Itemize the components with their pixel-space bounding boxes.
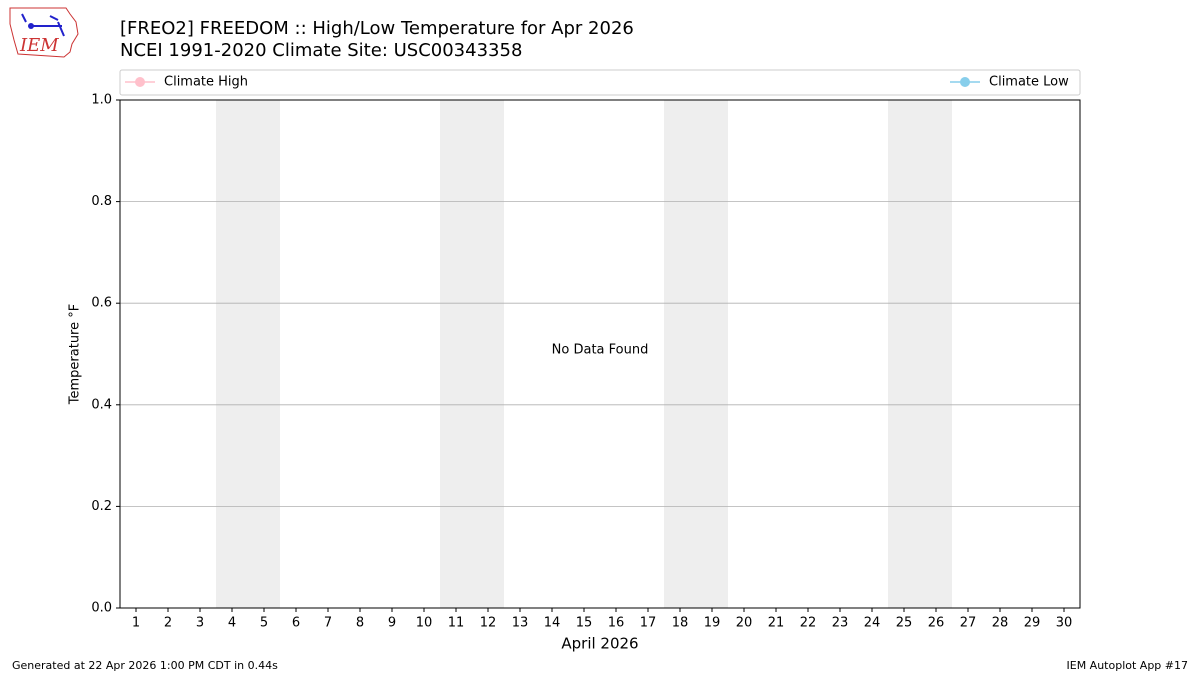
x-tick-label: 16 xyxy=(608,616,625,631)
y-axis-label: Temperature °F xyxy=(68,304,83,405)
x-tick-label: 9 xyxy=(388,616,396,631)
y-tick-label: 0.2 xyxy=(91,499,112,514)
plot-frame xyxy=(119,99,1081,609)
weekend-band xyxy=(440,100,504,608)
footer-right: IEM Autoplot App #17 xyxy=(1067,659,1189,672)
x-tick-label: 23 xyxy=(832,616,849,631)
x-tick-label: 6 xyxy=(292,616,300,631)
logo-text: IEM xyxy=(19,35,59,56)
plot-area xyxy=(120,99,1080,609)
x-tick-label: 10 xyxy=(416,616,433,631)
x-tick-label: 12 xyxy=(480,616,497,631)
x-tick-label: 21 xyxy=(768,616,785,631)
x-tick-label: 26 xyxy=(928,616,945,631)
legend-label: Climate High xyxy=(164,75,248,90)
x-tick-label: 7 xyxy=(324,616,332,631)
x-tick-label: 4 xyxy=(228,616,236,631)
legend-marker xyxy=(135,77,145,87)
x-tick-label: 2 xyxy=(164,616,172,631)
y-tick-label: 1.0 xyxy=(91,93,112,108)
logo-dot xyxy=(28,23,34,29)
x-tick-label: 27 xyxy=(960,616,977,631)
x-axis-label: April 2026 xyxy=(561,635,638,653)
legend-label: Climate Low xyxy=(989,75,1069,90)
chart-title: [FREO2] FREEDOM :: High/Low Temperature … xyxy=(120,18,634,39)
x-tick-label: 11 xyxy=(448,616,465,631)
weekend-band xyxy=(664,100,728,608)
x-tick-label: 5 xyxy=(260,616,268,631)
footer-left: Generated at 22 Apr 2026 1:00 PM CDT in … xyxy=(12,659,278,672)
x-tick-label: 25 xyxy=(896,616,913,631)
logo-icon xyxy=(21,13,65,37)
legend-marker xyxy=(960,77,970,87)
legend-entry: Climate High xyxy=(125,75,248,90)
y-tick-label: 0.4 xyxy=(91,397,112,412)
x-tick-label: 24 xyxy=(864,616,881,631)
x-tick-label: 14 xyxy=(544,616,561,631)
x-tick-label: 29 xyxy=(1024,616,1041,631)
logo: IEM xyxy=(9,7,79,58)
x-tick-label: 3 xyxy=(196,616,204,631)
x-tick-label: 20 xyxy=(736,616,753,631)
x-tick-label: 13 xyxy=(512,616,529,631)
chart-subtitle: NCEI 1991-2020 Climate Site: USC00343358 xyxy=(120,40,522,61)
x-tick-label: 22 xyxy=(800,616,817,631)
x-tick-label: 1 xyxy=(132,616,140,631)
weekend-band xyxy=(216,100,280,608)
x-tick-label: 30 xyxy=(1056,616,1073,631)
weekend-band xyxy=(888,100,952,608)
legend-entry: Climate Low xyxy=(950,75,1069,90)
y-tick-label: 0.8 xyxy=(91,194,112,209)
logo-outline xyxy=(9,7,79,58)
x-tick-label: 28 xyxy=(992,616,1009,631)
x-tick-label: 15 xyxy=(576,616,593,631)
x-tick-label: 19 xyxy=(704,616,721,631)
x-tick-label: 8 xyxy=(356,616,364,631)
x-tick-label: 17 xyxy=(640,616,657,631)
annotation: No Data Found xyxy=(552,343,649,358)
y-tick-label: 0.6 xyxy=(91,296,112,311)
y-tick-label: 0.0 xyxy=(91,601,112,616)
legend-box xyxy=(119,69,1081,96)
x-tick-label: 18 xyxy=(672,616,689,631)
